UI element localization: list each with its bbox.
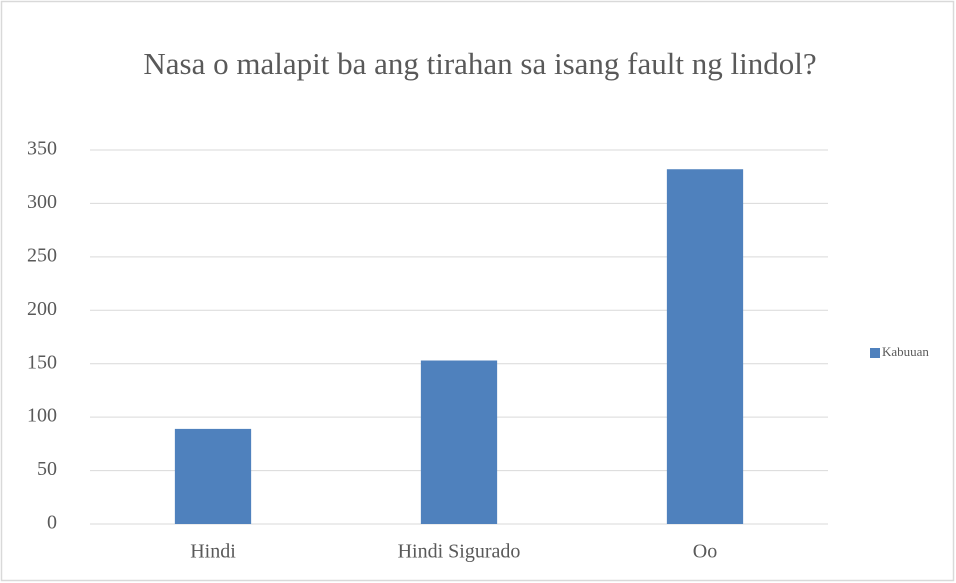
x-tick-label: Oo	[693, 541, 717, 563]
x-tick-label: Hindi	[190, 541, 236, 563]
chart-title: Nasa o malapit ba ang tirahan sa isang f…	[143, 46, 817, 81]
x-tick-label: Hindi Sigurado	[398, 541, 521, 563]
legend-swatch	[870, 348, 880, 358]
y-tick-label: 250	[27, 244, 57, 266]
bar	[420, 360, 498, 524]
y-tick-label: 300	[27, 191, 57, 213]
y-tick-label: 350	[27, 138, 57, 160]
y-tick-label: 50	[37, 458, 57, 480]
y-tick-label: 150	[27, 351, 57, 373]
bar	[666, 169, 744, 524]
legend-label: Kabuuan	[882, 344, 929, 359]
y-tick-label: 100	[27, 405, 57, 427]
y-tick-label: 200	[27, 298, 57, 320]
bar	[174, 428, 252, 524]
y-tick-label: 0	[47, 512, 57, 534]
